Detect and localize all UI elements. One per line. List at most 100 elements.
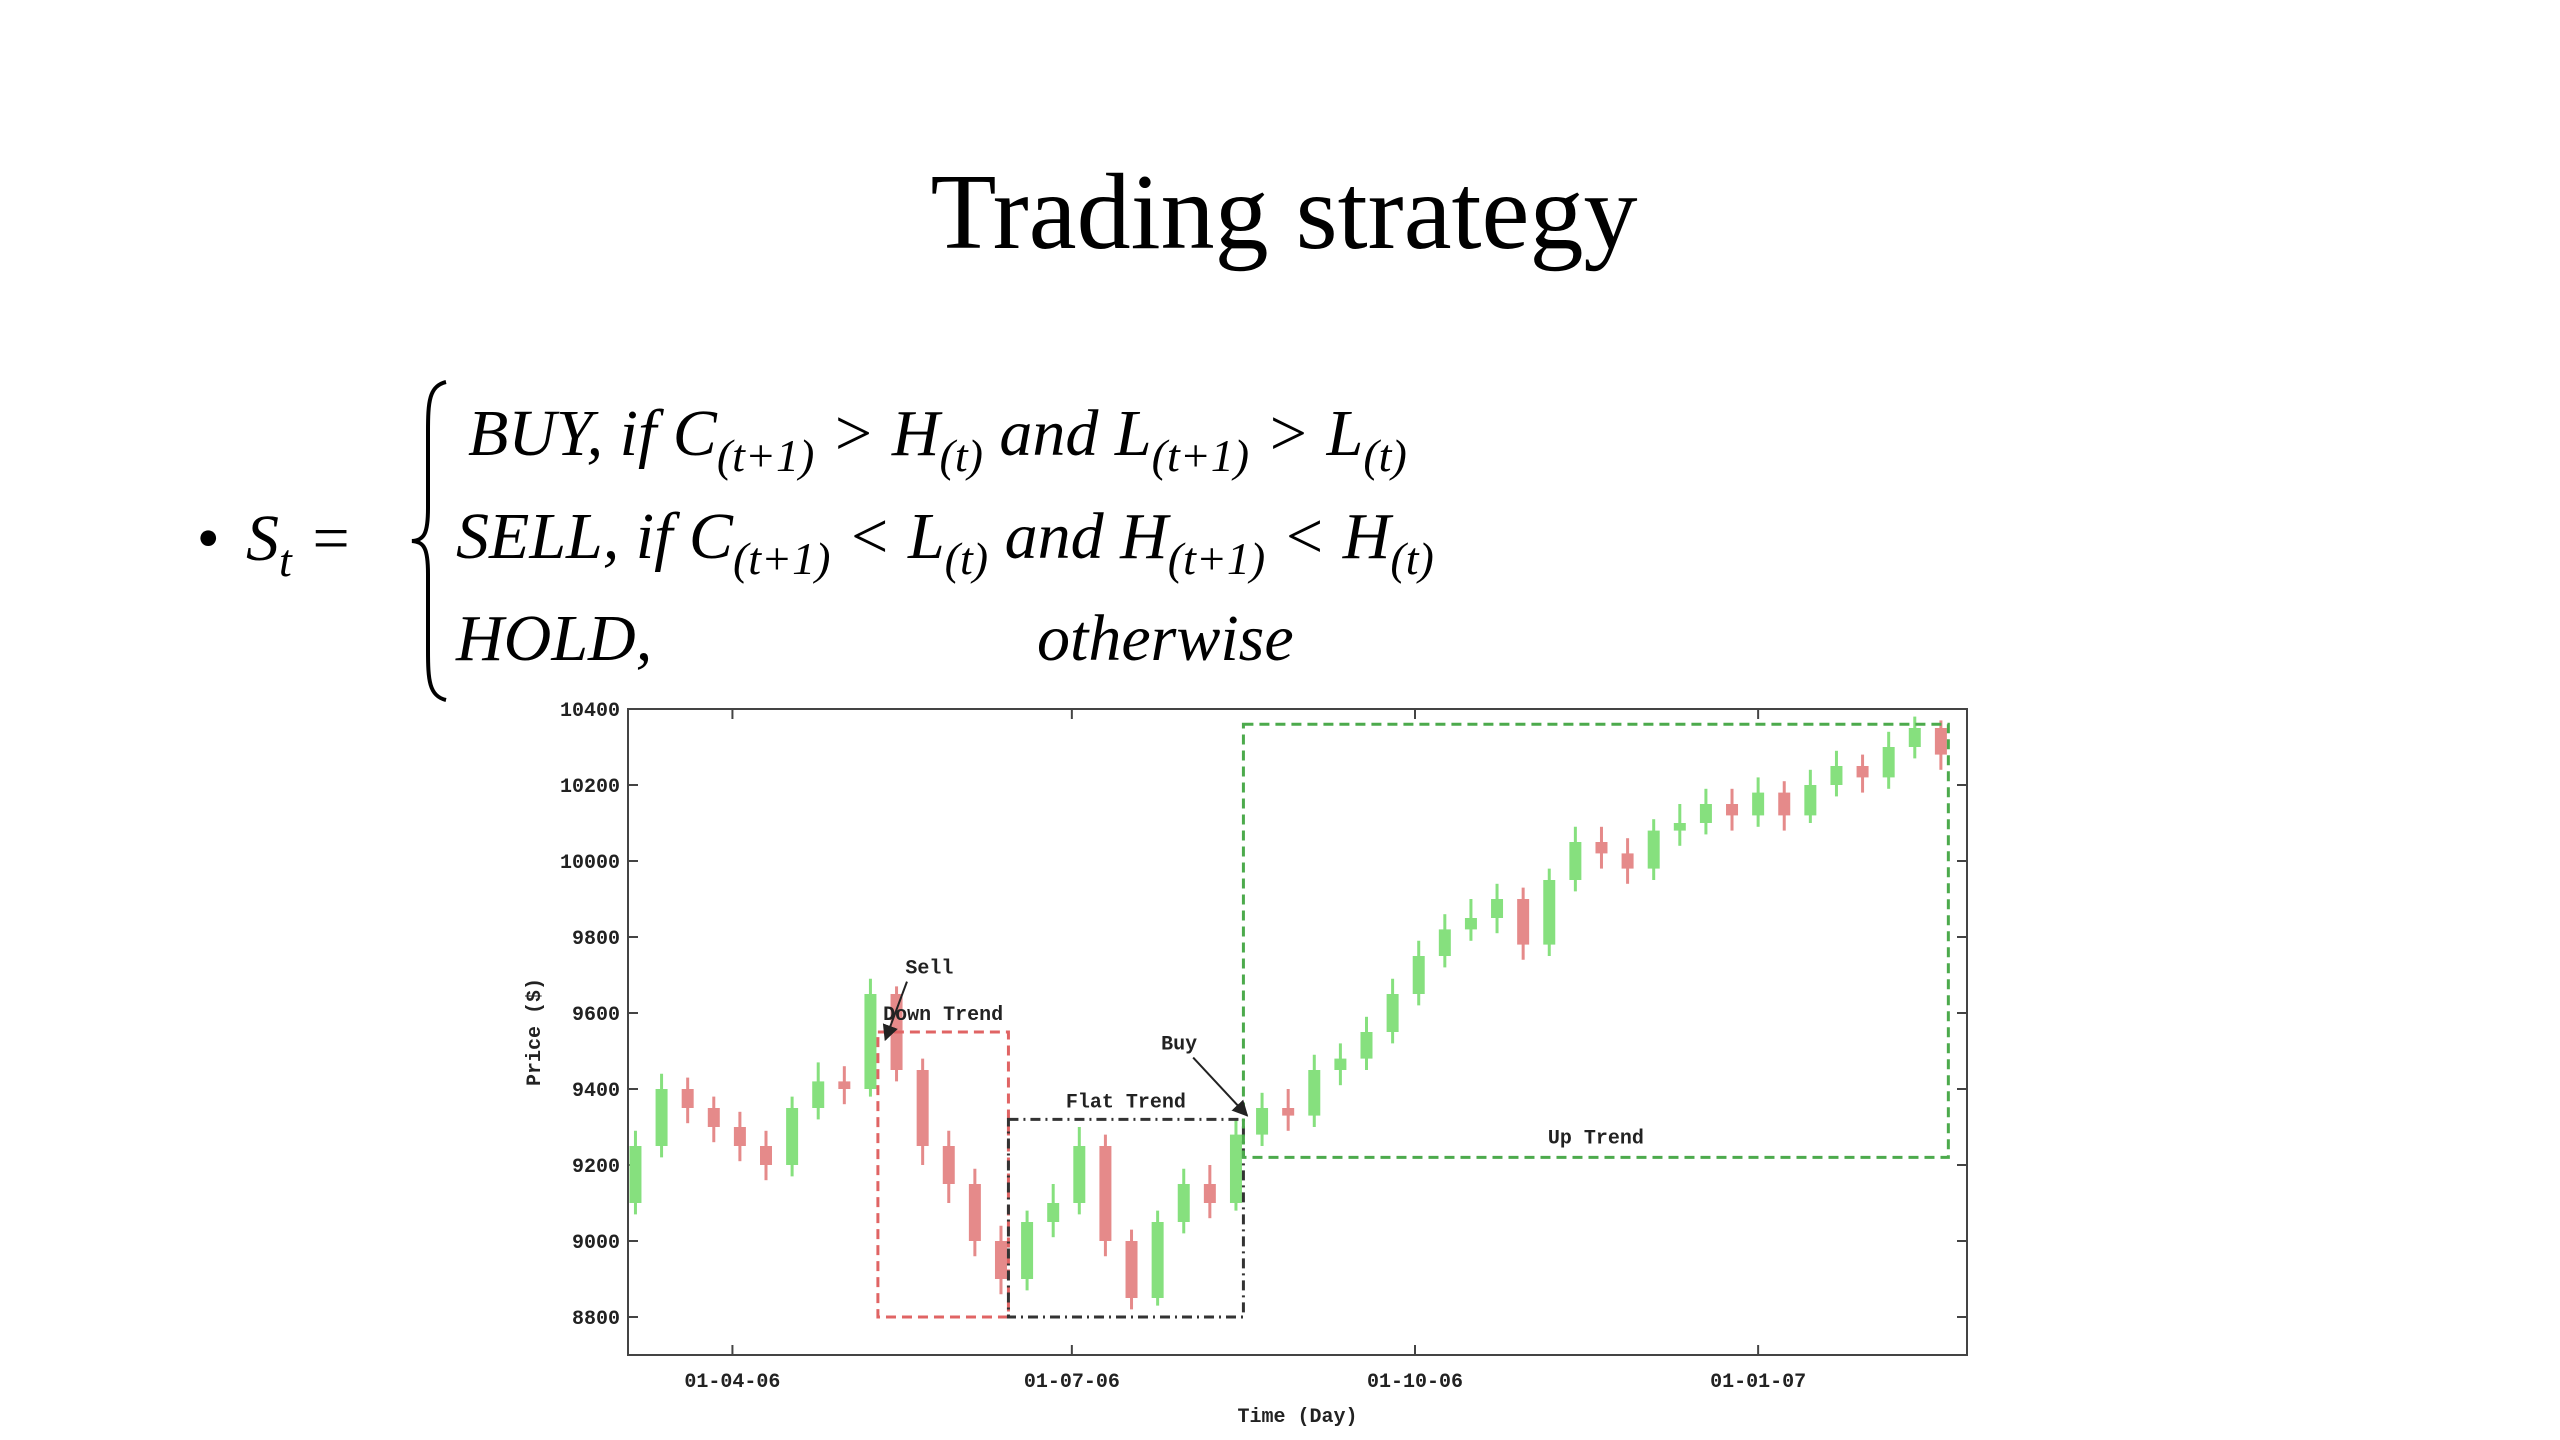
candle-body	[1882, 747, 1895, 778]
candle-body	[1934, 728, 1947, 755]
candle-body	[1778, 792, 1791, 816]
trend-region	[1006, 1117, 1245, 1319]
candle-body	[760, 1146, 773, 1165]
candle-body	[1177, 1184, 1190, 1222]
candle-body	[1412, 956, 1425, 994]
x-tick-label: 01-01-07	[1710, 1371, 1806, 1394]
subscript: (t)	[1390, 533, 1433, 584]
candle-body	[1360, 1032, 1373, 1059]
candle-body	[838, 1081, 851, 1089]
candle-body	[1699, 804, 1712, 823]
y-tick-label: 9600	[572, 1004, 620, 1027]
y-tick-label: 10400	[560, 700, 620, 723]
candle-body	[786, 1108, 799, 1165]
plot-frame	[627, 708, 1968, 1356]
y-tick-label: 8800	[572, 1308, 620, 1331]
formula-term: otherwise	[1037, 602, 1294, 675]
formula-term: S	[246, 502, 279, 575]
candle-body	[1804, 785, 1817, 816]
formula-term: and L	[983, 397, 1152, 470]
region-label: Down Trend	[883, 1004, 1003, 1027]
candle-body	[1673, 823, 1686, 831]
candle-body	[733, 1127, 746, 1146]
x-tick-label: 01-07-06	[1024, 1371, 1120, 1394]
candle-body	[1621, 853, 1634, 869]
y-tick-label: 9200	[572, 1156, 620, 1179]
region-label: Flat Trend	[1066, 1091, 1186, 1114]
subscript: (t)	[940, 430, 983, 481]
candle-body	[1073, 1146, 1086, 1203]
annotation-arrow	[1192, 1056, 1249, 1117]
y-tick-label: 9400	[572, 1080, 620, 1103]
candle-body	[1099, 1146, 1112, 1241]
candle-body	[1021, 1222, 1034, 1279]
candle-body	[942, 1146, 955, 1184]
annotation-label: Sell	[905, 958, 953, 981]
candle-body	[1517, 899, 1530, 945]
formula-term: SELL, if C	[456, 500, 734, 573]
subscript: (t+1)	[1152, 430, 1249, 481]
candle-body	[707, 1108, 720, 1127]
candle-body	[1464, 918, 1477, 930]
candle-body	[1256, 1108, 1269, 1135]
brace	[411, 380, 447, 702]
candle-body	[1726, 804, 1739, 816]
trend-region	[876, 1030, 1010, 1319]
trend-region	[1241, 722, 1950, 1159]
formula-term: < H	[1265, 500, 1394, 573]
subscript: (t)	[1363, 430, 1406, 481]
x-tick-label: 01-10-06	[1367, 1371, 1463, 1394]
candle-body	[1595, 842, 1608, 854]
candle-body	[1830, 766, 1843, 785]
candle-body	[1438, 929, 1451, 956]
candle-body	[1125, 1241, 1138, 1298]
candle-body	[1543, 880, 1556, 945]
candle-body	[1334, 1058, 1347, 1070]
formula-term: < L	[830, 500, 944, 573]
subscript: (t+1)	[733, 533, 830, 584]
annotation-arrow	[882, 981, 908, 1042]
formula-term: BUY, if C	[468, 397, 718, 470]
formula-term: HOLD,	[455, 602, 652, 675]
formula-term: and H	[988, 500, 1171, 573]
candle-body	[812, 1081, 825, 1108]
candle-body	[1151, 1222, 1164, 1298]
subscript: (t)	[945, 533, 988, 584]
candle-body	[681, 1089, 694, 1108]
candle-body	[1229, 1134, 1242, 1203]
candle-body	[655, 1089, 668, 1146]
subscript: (t+1)	[717, 430, 814, 481]
candle-body	[629, 1146, 642, 1203]
candle-body	[1908, 728, 1921, 747]
bullet: •	[196, 502, 219, 575]
subscript: t	[279, 535, 293, 586]
y-tick-label: 9800	[572, 928, 620, 951]
slide-title: Trading strategy	[931, 153, 1638, 272]
y-tick-label: 10000	[560, 852, 620, 875]
y-tick-label: 9000	[572, 1232, 620, 1255]
formula-lhs: St =	[246, 502, 353, 586]
candle-body	[968, 1184, 981, 1241]
region-label: Up Trend	[1548, 1127, 1644, 1150]
candle-body	[1282, 1108, 1295, 1116]
formula-term: =	[292, 502, 353, 575]
y-axis-label: Price ($)	[524, 978, 547, 1086]
candle-body	[1491, 899, 1504, 918]
candle-body	[994, 1241, 1007, 1279]
candle-body	[916, 1070, 929, 1146]
candle-body	[1856, 766, 1869, 778]
formula-row: SELL, if C(t+1) < L(t) and H(t+1) < H(t)	[456, 500, 1434, 584]
candle-body	[1308, 1070, 1321, 1116]
formula-row: BUY, if C(t+1) > H(t) and L(t+1) > L(t)	[468, 397, 1407, 481]
candle-body	[1569, 842, 1582, 880]
candle-body	[864, 994, 877, 1089]
candle-body	[1203, 1184, 1216, 1203]
y-tick-label: 10200	[560, 776, 620, 799]
candle-body	[1647, 830, 1660, 869]
formula-term: > H	[814, 397, 943, 470]
subscript: (t+1)	[1168, 533, 1265, 584]
x-axis-label: Time (Day)	[1237, 1406, 1357, 1429]
candle-body	[1752, 792, 1765, 816]
